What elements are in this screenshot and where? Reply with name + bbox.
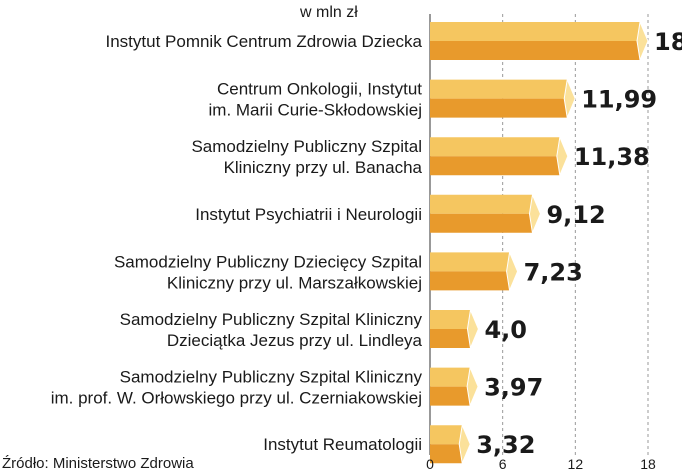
value-label: 7,23 xyxy=(524,258,583,286)
category-label: Kliniczny przy ul. Marszałkowskiej xyxy=(167,273,422,292)
value-label: 9,12 xyxy=(546,201,605,229)
category-label: Centrum Onkologii, Instytut xyxy=(217,80,422,99)
bar-top-face xyxy=(430,310,479,329)
category-label: Kliniczny przy ul. Banacha xyxy=(224,158,423,177)
bar-row: 9,12 Instytut Psychiatrii i Neurologii xyxy=(195,192,606,235)
category-label: im. Marii Curie-Skłodowskiej xyxy=(209,101,423,120)
bar-top-face xyxy=(430,367,479,387)
category-label: Samodzielny Publiczny Dziecięcy Szpital xyxy=(114,252,422,271)
category-label: Samodzielny Publiczny Szpital Kliniczny xyxy=(120,310,423,329)
source-note: Źródło: Ministerstwo Zdrowia xyxy=(2,455,194,472)
bar-row: 18 Instytut Pomnik Centrum Zdrowia Dzieck… xyxy=(106,20,682,62)
bar-bottom-face xyxy=(430,98,576,118)
value-label: 11,38 xyxy=(574,143,650,171)
bar-top-face xyxy=(430,22,648,41)
bar-bottom-face xyxy=(430,156,568,176)
value-label: 3,97 xyxy=(484,374,543,402)
bar-bottom-face xyxy=(430,271,518,291)
x-tick-label: 6 xyxy=(499,456,507,472)
value-label: 4,0 xyxy=(484,316,527,344)
bar-top-face xyxy=(430,137,568,157)
bar-bottom-face xyxy=(430,386,479,406)
value-label: 18 xyxy=(654,28,682,56)
bar-row: 3,32 Instytut Reumatologii xyxy=(263,423,535,466)
category-label: Dzieciątka Jezus przy ul. Lindleya xyxy=(167,331,423,350)
bar-tip xyxy=(466,308,479,350)
unit-label: w mln zł xyxy=(299,4,358,21)
bar-row: 7,23 Samodzielny Publiczny Dziecięcy Szpi… xyxy=(114,250,583,293)
bar-tip xyxy=(528,192,541,235)
category-label: Samodzielny Publiczny Szpital Kliniczny xyxy=(120,368,423,387)
bar-top-face xyxy=(430,79,576,99)
category-label: Instytut Reumatologii xyxy=(263,435,422,454)
bar-bottom-face xyxy=(430,329,479,348)
bar-row: 11,38 Samodzielny Publiczny Szpital Klinic… xyxy=(191,135,650,178)
value-label: 3,32 xyxy=(476,431,535,459)
x-tick-label: 0 xyxy=(426,456,434,472)
x-tick-label: 12 xyxy=(568,456,584,472)
x-tick-label: 18 xyxy=(640,456,656,472)
bar-tip xyxy=(506,250,519,293)
x-axis: 0 6 12 18 xyxy=(426,456,656,472)
category-label: im. prof. W. Orłowskiego przy ul. Czerni… xyxy=(51,389,422,408)
bar-top-face xyxy=(430,194,541,214)
bar-bottom-face xyxy=(430,213,541,233)
bar-tip xyxy=(556,135,569,178)
bar-bottom-face xyxy=(430,41,648,60)
category-label: Instytut Psychiatrii i Neurologii xyxy=(195,205,422,224)
bar-row: 11,99 Centrum Onkologii, Instytut im. Mari… xyxy=(209,77,657,120)
category-label: Instytut Pomnik Centrum Zdrowia Dziecka xyxy=(106,32,423,51)
category-label: Samodzielny Publiczny Szpital xyxy=(191,137,422,156)
value-label: 11,99 xyxy=(581,86,657,114)
bar-row: 3,97 Samodzielny Publiczny Szpital Klinic… xyxy=(51,365,543,408)
bars-group: 18 Instytut Pomnik Centrum Zdrowia Dzieck… xyxy=(51,20,682,466)
bar-tip xyxy=(563,77,576,120)
bar-tip xyxy=(636,20,649,62)
bar-top-face xyxy=(430,252,518,272)
bar-row: 4,0 Samodzielny Publiczny Szpital Klinicz… xyxy=(120,308,527,350)
bar-tip xyxy=(458,423,471,466)
bar-tip xyxy=(466,365,479,408)
